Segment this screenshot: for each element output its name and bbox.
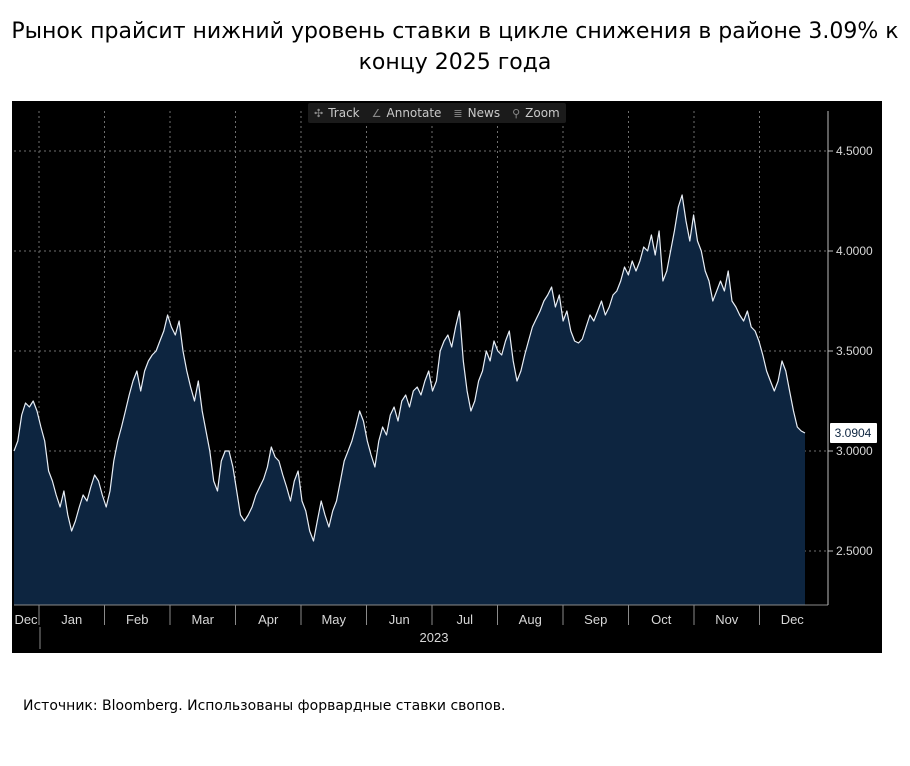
track-button[interactable]: ✣ Track (308, 103, 366, 123)
last-value-badge: 3.0904 (830, 423, 877, 443)
chart-canvas[interactable]: Dec Jan Feb Mar Apr May Jun Jul Aug Sep Oct Nov Dec … (12, 101, 882, 653)
x-tick-label: Apr (258, 612, 279, 627)
zoom-icon: ⚲ (512, 106, 521, 120)
x-axis-year-label: 2023 (420, 630, 449, 645)
news-icon: ≣ (453, 106, 463, 120)
chart-toolbar: ✣ Track ∠ Annotate ≣ News ⚲ Zoom (308, 103, 566, 123)
x-tick-label: Nov (715, 612, 739, 627)
y-tick-label: 3.0000 (836, 444, 873, 458)
zoom-button[interactable]: ⚲ Zoom (506, 103, 566, 123)
x-tick-label: May (321, 612, 346, 627)
x-tick-label: Oct (651, 612, 672, 627)
bloomberg-chart-panel[interactable]: Dec Jan Feb Mar Apr May Jun Jul Aug Sep Oct Nov Dec … (12, 101, 882, 653)
x-tick-label: Sep (584, 612, 607, 627)
y-tick-label: 3.5000 (836, 344, 873, 358)
news-button[interactable]: ≣ News (447, 103, 506, 123)
x-axis: Dec Jan Feb Mar Apr May Jun Jul Aug Sep Oct Nov Dec (14, 604, 828, 649)
x-tick-label: Mar (192, 612, 215, 627)
x-tick-label: Dec (781, 612, 805, 627)
y-tick-label: 4.5000 (836, 144, 873, 158)
page-title: Рынок прайсит нижний уровень ставки в ци… (11, 19, 899, 75)
annotate-button[interactable]: ∠ Annotate (366, 103, 448, 123)
area-fill (14, 195, 805, 605)
x-tick-label: Jan (61, 612, 82, 627)
news-label: News (467, 106, 501, 120)
x-tick-label: Jun (389, 612, 410, 627)
source-note: Источник: Bloomberg. Использованы форвар… (23, 698, 506, 714)
y-tick-label: 4.0000 (836, 244, 873, 258)
y-tick-label: 2.5000 (836, 544, 873, 558)
annotate-label: Annotate (386, 106, 442, 120)
y-axis: 2.5000 3.0000 3.5000 4.0000 4.5000 (827, 111, 873, 605)
pencil-icon: ∠ (371, 106, 382, 120)
last-value-label: 3.0904 (835, 426, 872, 440)
x-tick-label: Aug (519, 612, 542, 627)
track-label: Track (328, 106, 360, 120)
crosshair-icon: ✣ (314, 106, 324, 120)
x-tick-label: Jul (456, 612, 473, 627)
x-tick-label: Dec (14, 612, 38, 627)
series-line (13, 194, 806, 542)
zoom-label: Zoom (525, 106, 560, 120)
x-tick-label: Feb (126, 612, 148, 627)
